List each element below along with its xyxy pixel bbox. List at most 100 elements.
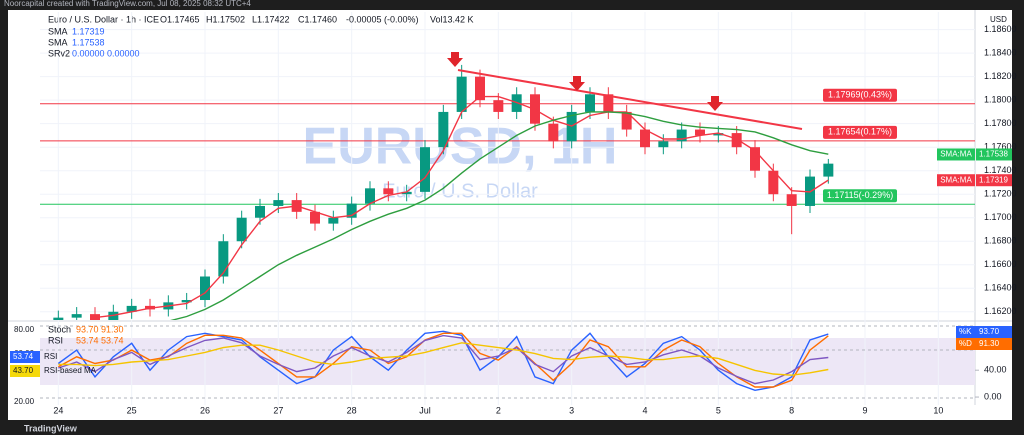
candle-body — [200, 276, 210, 301]
candle-body — [456, 76, 467, 112]
down-arrow — [447, 52, 463, 67]
indicator-name: SMA — [48, 37, 68, 47]
caption: Noorcapital created with TradingView.com… — [4, 0, 251, 8]
level-label: 1.17654(0.17%) — [828, 127, 892, 137]
candle-body — [585, 94, 595, 112]
candle-body — [181, 300, 192, 303]
level-label-box — [823, 88, 897, 102]
left-badge-box — [10, 365, 40, 377]
candle-body — [713, 133, 724, 136]
candle-body — [695, 129, 705, 136]
candle-body — [640, 129, 650, 148]
candle-body — [548, 123, 559, 142]
badge-value: 93.70 — [979, 327, 1000, 336]
plot — [57, 330, 829, 392]
y-tick-label: 1.17600 — [984, 142, 1017, 152]
candle-body — [383, 188, 394, 195]
level-label-box — [823, 125, 897, 139]
candle-body — [236, 217, 247, 242]
sma-line — [94, 95, 829, 319]
candle-body — [823, 163, 834, 177]
indicator-value: 1.17319 — [72, 26, 105, 36]
candle-body — [731, 133, 742, 148]
badge-box — [956, 326, 1012, 338]
change: -0.00005 (-0.00%) — [346, 14, 419, 24]
axis-badge-name-box — [937, 174, 975, 187]
axis-badge-value-box — [976, 148, 1012, 161]
candle-body — [658, 141, 669, 148]
axis-badge-name: SMA:MA — [940, 150, 972, 159]
x-tick-label: 8 — [789, 405, 794, 415]
oscillator-line — [57, 332, 829, 388]
candle-body — [786, 194, 797, 206]
level-label: 1.17115(-0.29%) — [827, 190, 893, 200]
level-label: 1.17969(0.43%) — [828, 90, 892, 100]
x-tick-label: 25 — [127, 405, 137, 415]
volume: Vol13.42 K — [430, 14, 474, 24]
oscillator-line — [57, 330, 829, 392]
brand: TradingView — [24, 423, 78, 433]
y-tick-label: 1.16400 — [984, 283, 1017, 293]
x-tick-label: 5 — [716, 405, 721, 415]
y-tick-label: 80.00 — [14, 325, 35, 334]
y-tick-label: 1.18600 — [984, 24, 1017, 34]
symbol-title: Euro / U.S. Dollar · 1h · ICE — [48, 14, 159, 24]
candle-body — [71, 314, 82, 318]
candle-body — [475, 76, 485, 101]
axis-badge-value: 1.17538 — [979, 150, 1008, 159]
ohlc-value: H1.17502 — [206, 14, 245, 24]
trend-line — [457, 69, 803, 130]
footer-bar — [0, 420, 1024, 435]
legend-name: RSI — [48, 335, 63, 345]
badge-name: %K — [959, 327, 972, 336]
annotations — [447, 52, 803, 130]
y-tick-label: 1.17400 — [984, 165, 1017, 175]
y-tick-label: 1.18200 — [984, 71, 1017, 81]
y-tick-label: 1.17800 — [984, 118, 1017, 128]
y-tick-label: 1.18000 — [984, 95, 1017, 105]
candle-body — [676, 129, 687, 142]
badge-name: %D — [959, 339, 972, 348]
left-badge-name: RSI-based MA — [44, 366, 97, 375]
candle-body — [365, 188, 375, 204]
y-tick-label: 1.18400 — [984, 48, 1017, 58]
x-tick-label: Jul — [419, 405, 431, 415]
plot — [40, 64, 975, 320]
oscillator-band — [40, 338, 975, 385]
candle-body — [310, 211, 320, 224]
left-badge-box — [10, 351, 40, 363]
axis-badge-value-box — [976, 174, 1012, 187]
x-tick-label: 2 — [496, 405, 501, 415]
y-tick-label: 1.16600 — [984, 259, 1017, 269]
candle-body — [603, 94, 614, 112]
indicator-value: 1.17538 — [72, 37, 105, 47]
ohlc-value: L1.17422 — [252, 14, 290, 24]
y-tick-label: 1.16200 — [984, 306, 1017, 316]
x-tick-label: 4 — [642, 405, 647, 415]
candle-body — [108, 311, 119, 320]
currency: USD — [990, 15, 1007, 24]
left-badge-value: 53.74 — [13, 352, 34, 361]
badge-value: 91.30 — [979, 339, 1000, 348]
candle-body — [401, 191, 412, 195]
x-tick-label: 27 — [273, 405, 283, 415]
y-tick-label: 1.17000 — [984, 212, 1017, 222]
oscillator-line — [58, 342, 829, 376]
candle-body — [420, 147, 430, 192]
ohlc-value: C1.17460 — [298, 14, 337, 24]
y2-tick-label: 40.00 — [984, 365, 1007, 375]
candle-body — [768, 170, 779, 195]
indicator-name: SMA — [48, 26, 68, 36]
x-tick-label: 3 — [569, 405, 574, 415]
x-tick-label: 24 — [53, 405, 63, 415]
y-tick-label: 20.00 — [14, 397, 35, 406]
x-tick-label: 9 — [862, 405, 867, 415]
watermark-sub: Euro / U.S. Dollar — [382, 180, 538, 202]
indicator-value: 0.00000 0.00000 — [72, 48, 140, 58]
x-tick-label: 10 — [933, 405, 943, 415]
axis-badge-value: 1.17319 — [979, 175, 1008, 184]
legend-value: 53.74 53.74 — [76, 335, 124, 345]
candle-body — [621, 111, 632, 130]
